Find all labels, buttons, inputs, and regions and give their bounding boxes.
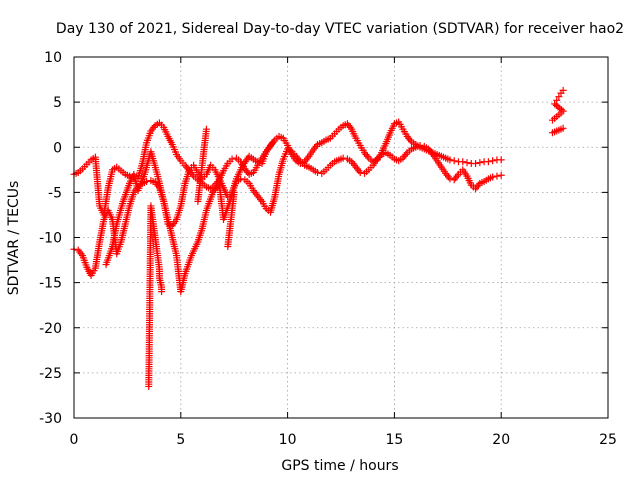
x-tick-label: 10 — [279, 432, 297, 448]
data-point-marker — [202, 125, 210, 133]
y-tick-labels: -30 -25 -20 -15 -10 -5 0 5 10 — [39, 50, 62, 427]
data-point-marker — [497, 156, 505, 164]
data-point-marker — [472, 159, 480, 167]
y-tick-label: -20 — [39, 321, 62, 337]
y-tick-label: -15 — [39, 276, 62, 292]
y-tick-label: -25 — [39, 366, 62, 382]
axis-ticks — [73, 56, 609, 419]
y-axis-label: SDTVAR / TECUs — [6, 181, 22, 296]
y-tick-label: 5 — [53, 95, 62, 111]
series-rising-arcs — [102, 139, 277, 296]
data-point-marker — [459, 158, 467, 166]
y-tick-label: 0 — [53, 140, 62, 156]
x-axis-label: GPS time / hours — [281, 458, 398, 474]
y-tick-label: 10 — [44, 50, 62, 66]
data-point-marker — [463, 159, 471, 167]
series-lower-track — [70, 141, 505, 279]
data-point-marker — [228, 155, 236, 163]
y-tick-label: -30 — [39, 411, 62, 427]
data-point-marker — [553, 96, 561, 104]
data-point-marker — [555, 93, 563, 101]
data-point-marker — [339, 154, 347, 162]
data-point-marker — [446, 175, 454, 183]
x-tick-label: 5 — [176, 432, 185, 448]
x-tick-label: 20 — [492, 432, 510, 448]
data-point-marker — [497, 171, 505, 179]
data-point-marker — [450, 157, 458, 165]
data-point-marker — [493, 172, 501, 180]
data-point-marker — [489, 173, 497, 181]
series-late-segment — [548, 86, 567, 137]
data-point-marker — [559, 86, 567, 94]
y-tick-label: -5 — [48, 185, 62, 201]
data-point-marker — [356, 169, 364, 177]
data-point-marker — [158, 288, 166, 296]
data-point-marker — [446, 156, 454, 164]
series-vertical-bursts — [145, 125, 238, 390]
chart-title: Day 130 of 2021, Sidereal Day-to-day VTE… — [56, 21, 624, 37]
grid — [74, 57, 608, 418]
data-point-marker — [416, 141, 424, 149]
x-tick-label: 0 — [70, 432, 79, 448]
data-point-marker — [551, 100, 559, 108]
data-points — [70, 86, 567, 390]
y-tick-label: -10 — [39, 231, 62, 247]
data-point-marker — [476, 159, 484, 167]
x-tick-label: 25 — [599, 432, 617, 448]
data-point-marker — [314, 169, 322, 177]
data-point-marker — [559, 124, 567, 132]
x-tick-label: 15 — [385, 432, 403, 448]
data-point-marker — [484, 158, 492, 166]
data-point-marker — [269, 139, 277, 147]
data-point-marker — [230, 188, 238, 196]
x-tick-labels: 0 5 10 15 20 25 — [70, 432, 617, 448]
data-point-marker — [489, 157, 497, 165]
